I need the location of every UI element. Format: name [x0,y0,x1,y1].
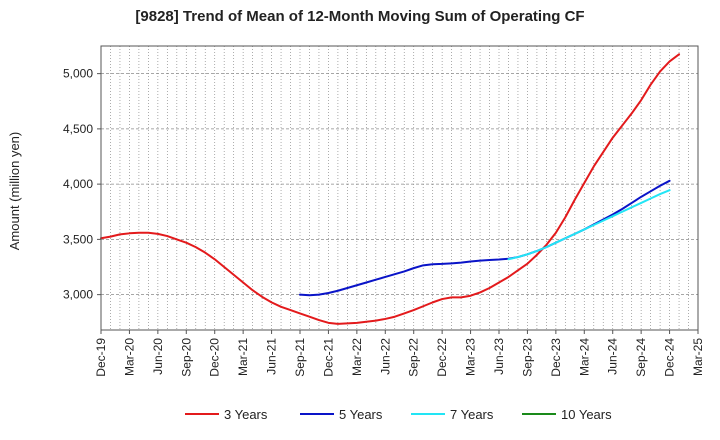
y-tick-label: 4,000 [63,177,93,191]
x-tick-label: Mar-20 [122,338,136,376]
plot-frame [100,45,699,331]
x-tick-label: Mar-24 [577,338,591,376]
x-tick-label: Sep-20 [179,338,193,377]
x-tick-label: Dec-23 [549,338,563,377]
x-tick-label: Jun-20 [151,338,165,375]
y-axis-title: Amount (million yen) [7,132,22,251]
x-tick-label: Mar-25 [691,338,705,376]
x-tick-label: Sep-22 [407,338,421,377]
x-tick-label: Jun-23 [492,338,506,375]
x-tick-label: Mar-23 [464,338,478,376]
series-line-5-years [299,179,671,297]
y-axis: 3,000 3,500 4,000 4,500 5,000 [63,67,101,302]
grid-layer [101,46,698,330]
legend-label-5-years: 5 Years [339,407,383,422]
series-line-3-years [100,53,681,325]
series-layer [100,53,681,325]
x-tick-label: Dec-22 [435,338,449,377]
x-tick-label: Sep-21 [293,338,307,377]
y-tick-label: 5,000 [63,67,93,81]
y-tick-label: 3,500 [63,232,93,246]
x-tick-label: Dec-24 [663,338,677,377]
x-tick-label: Dec-21 [321,338,335,377]
x-tick-label: Jun-24 [606,338,620,375]
x-axis: Dec-19 Mar-20 Jun-20 Sep-20 Dec-20 Mar-21 Jun-… [94,330,705,377]
x-tick-label: Mar-22 [350,338,364,376]
chart-title: [9828] Trend of Mean of 12-Month Moving … [135,8,585,25]
x-tick-label: Jun-21 [265,338,279,375]
legend-label-7-years: 7 Years [450,407,494,422]
x-tick-label: Mar-21 [236,338,250,376]
legend: 3 Years 5 Years 7 Years 10 Years [185,407,612,422]
x-tick-label: Sep-24 [634,338,648,377]
x-tick-label: Jun-22 [378,338,392,375]
x-tick-label: Dec-19 [94,338,108,377]
x-tick-label: Dec-20 [208,338,222,377]
x-tick-label: Sep-23 [520,338,534,377]
y-tick-label: 3,000 [63,288,93,302]
legend-label-10-years: 10 Years [561,407,612,422]
y-tick-label: 4,500 [63,122,93,136]
series-line-7-years [507,189,671,261]
legend-label-3-years: 3 Years [224,407,268,422]
